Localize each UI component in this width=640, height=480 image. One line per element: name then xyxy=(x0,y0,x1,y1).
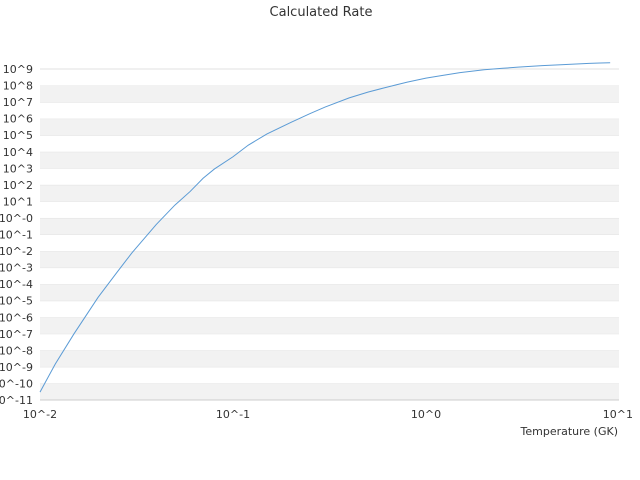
x-tick-label: 10^0 xyxy=(411,408,441,421)
x-tick-label: 10^-2 xyxy=(23,408,57,421)
y-tick-label: 10^-3 xyxy=(0,262,33,275)
grid-bands xyxy=(40,68,619,400)
grid-band xyxy=(40,85,619,103)
x-tick-label: 10^-1 xyxy=(216,408,250,421)
grid-band xyxy=(40,251,619,268)
grid-band xyxy=(40,118,619,136)
grid-band xyxy=(40,135,619,152)
grid-band xyxy=(40,383,619,400)
series-line xyxy=(39,62,611,393)
chart-title: Calculated Rate xyxy=(270,5,373,20)
y-tick-label: 10^-4 xyxy=(0,278,33,291)
y-tick-label: 10^-8 xyxy=(0,344,33,357)
y-tick-label: 10^-2 xyxy=(0,245,33,258)
y-tick-label: 10^-7 xyxy=(0,328,33,341)
grid-band xyxy=(40,151,619,169)
grid-band xyxy=(40,366,619,384)
y-tick-label: 10^-6 xyxy=(0,311,33,324)
y-tick-label: 10^5 xyxy=(3,129,33,142)
y-tick-label: 10^9 xyxy=(3,63,33,76)
grid-band xyxy=(40,317,619,334)
x-axis-label: Temperature (GK) xyxy=(520,425,619,438)
y-tick-label: 10^-1 xyxy=(0,229,33,242)
grid-band xyxy=(40,69,619,86)
grid-band xyxy=(40,102,619,119)
grid-band xyxy=(40,267,619,285)
grid-band xyxy=(40,217,619,235)
x-tick-label: 10^1 xyxy=(603,408,633,421)
grid-band xyxy=(40,350,619,367)
grid-band xyxy=(40,234,619,252)
y-axis-ticks: 10^-11 10^-10 10^-9 10^-8 10^-7 10^-6 10^-5 10^… xyxy=(0,63,33,407)
y-tick-label: 10^-5 xyxy=(0,295,33,308)
y-tick-label: 10^-10 xyxy=(0,377,33,390)
y-tick-label: 10^1 xyxy=(3,195,33,208)
y-tick-label: 10^7 xyxy=(3,96,33,109)
y-tick-label: 10^6 xyxy=(3,113,33,126)
y-tick-label: 10^3 xyxy=(3,162,33,175)
grid-band xyxy=(40,284,619,301)
grid-band xyxy=(40,300,619,318)
grid-band xyxy=(40,201,619,218)
y-tick-label: 10^-9 xyxy=(0,361,33,374)
y-tick-label: 10^8 xyxy=(3,80,33,93)
x-axis-ticks: 10^-2 10^-1 10^0 10^1 xyxy=(23,408,633,421)
grid-band xyxy=(40,333,619,351)
y-tick-label: 10^-11 xyxy=(0,394,33,407)
y-tick-label: 10^4 xyxy=(3,146,33,159)
y-tick-label: 10^2 xyxy=(3,179,33,192)
grid-band xyxy=(40,184,619,202)
grid-band xyxy=(40,168,619,185)
y-tick-label: 10^-0 xyxy=(0,212,33,225)
